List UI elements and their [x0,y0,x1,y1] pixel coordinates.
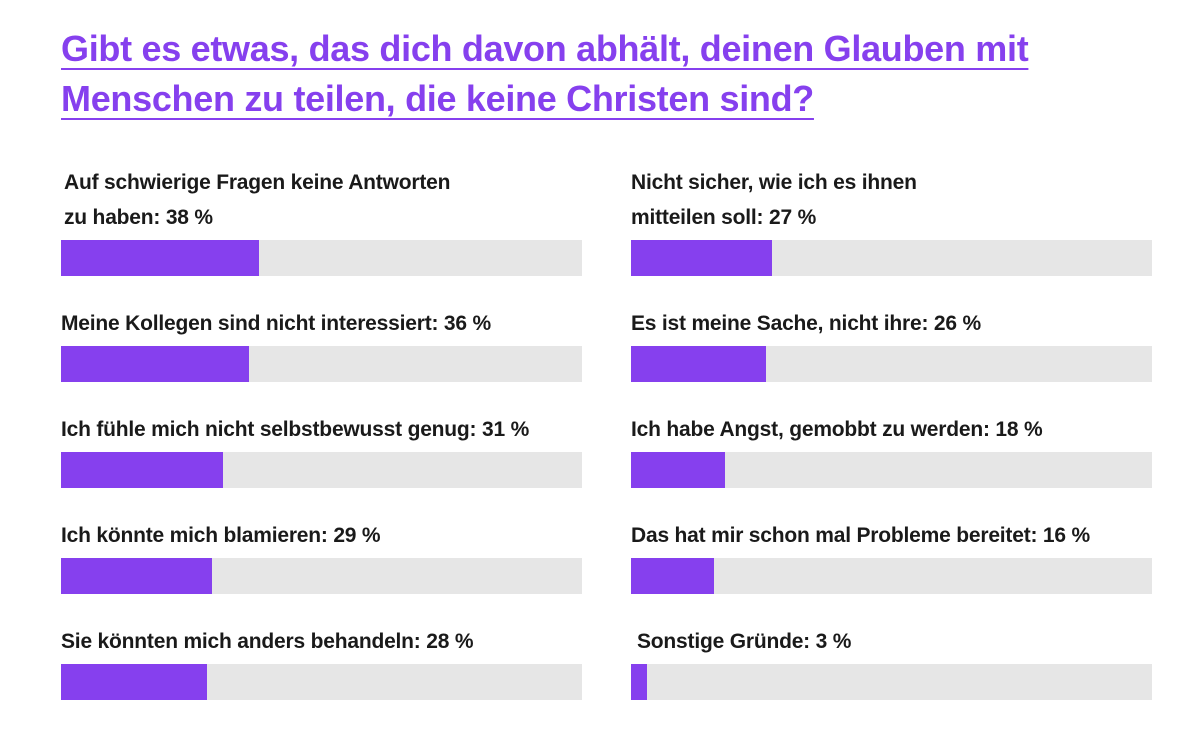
bar-fill [631,664,647,700]
bar-track [61,452,582,488]
bar-label: Nicht sicher, wie ich es ihnen mitteilen … [631,165,1171,235]
bar-label-line: zu haben: 38 % [64,206,213,229]
bar-label: Es ist meine Sache, nicht ihre: 26 % [631,306,1171,341]
bar-label-line: Auf schwierige Fragen keine Antworten [64,171,451,194]
chart-title: Gibt es etwas, das dich davon abhält, de… [61,24,1141,124]
bar-label: Ich fühle mich nicht selbstbewusst genug… [61,412,601,447]
bar-label: Das hat mir schon mal Probleme bereitet:… [631,518,1171,553]
bar-label: Sonstige Gründe: 3 % [637,624,1177,659]
bar-label: Auf schwierige Fragen keine Antworten zu … [64,165,604,235]
bar-label-line: Ich fühle mich nicht selbstbewusst genug… [61,418,530,441]
bar-label-line: Sie könnten mich anders behandeln: 28 % [61,630,474,653]
bar-fill [631,452,725,488]
bar-track [61,558,582,594]
bar-label: Ich habe Angst, gemobbt zu werden: 18 % [631,412,1171,447]
bar-track [631,452,1152,488]
bar-label-line: Ich habe Angst, gemobbt zu werden: 18 % [631,418,1043,441]
title-line-1: Gibt es etwas, das dich davon abhält, de… [61,28,1029,69]
bar-track [61,346,582,382]
bar-fill [631,240,772,276]
bar-label: Sie könnten mich anders behandeln: 28 % [61,624,601,659]
bar-fill [631,558,715,594]
bar-label-line: mitteilen soll: 27 % [631,206,817,229]
bar-label-line: Nicht sicher, wie ich es ihnen [631,171,917,194]
bar-track [631,240,1152,276]
bar-fill [631,346,767,382]
bar-fill [61,346,249,382]
bar-track [61,664,582,700]
bar-label-line: Das hat mir schon mal Probleme bereitet:… [631,524,1090,547]
bar-fill [61,452,223,488]
bar-track [631,664,1152,700]
title-line-2: Menschen zu teilen, die keine Christen s… [61,78,814,119]
bar-fill [61,240,259,276]
bar-label-line: Ich könnte mich blamieren: 29 % [61,524,381,547]
bar-label: Ich könnte mich blamieren: 29 % [61,518,601,553]
bar-fill [61,664,207,700]
bar-label-line: Sonstige Gründe: 3 % [637,630,852,653]
bar-label-line: Es ist meine Sache, nicht ihre: 26 % [631,312,981,335]
bar-label: Meine Kollegen sind nicht interessiert: … [61,306,601,341]
bar-track [631,346,1152,382]
bar-track [61,240,582,276]
bar-track [631,558,1152,594]
bar-label-line: Meine Kollegen sind nicht interessiert: … [61,312,491,335]
bar-fill [61,558,213,594]
